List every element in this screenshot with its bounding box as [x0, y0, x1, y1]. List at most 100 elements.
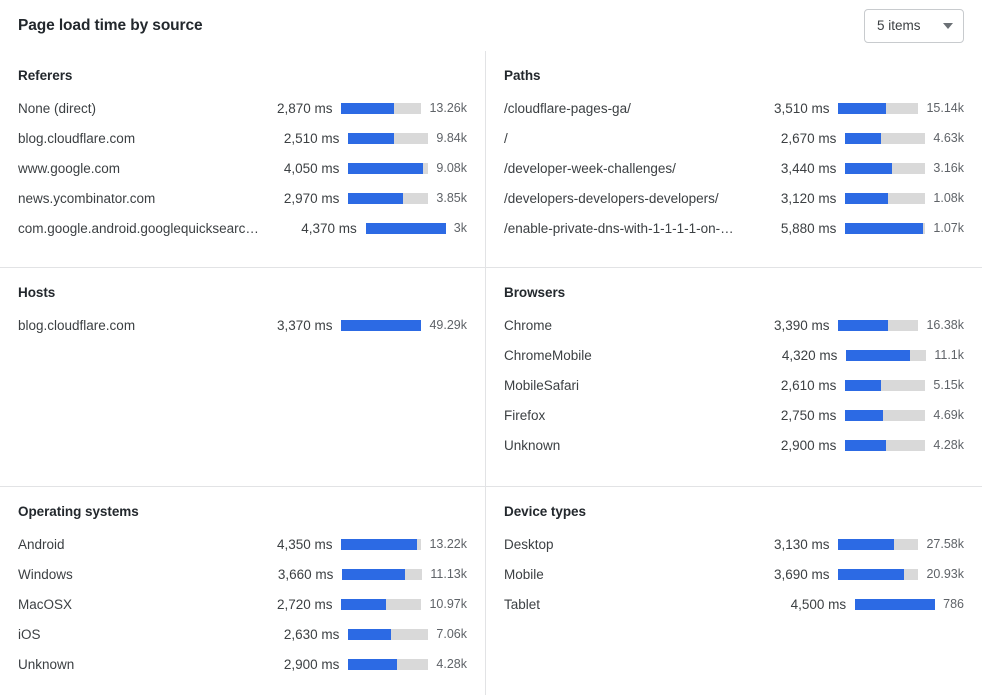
metric-row: blog.cloudflare.com 2,510 ms 9.84k	[18, 123, 467, 153]
metric-bar-fill	[365, 222, 446, 234]
metric-bar-fill	[341, 102, 395, 114]
sections-row-1: Referers None (direct) 2,870 ms 13.26k blog…	[0, 51, 982, 267]
metric-list: None (direct) 2,870 ms 13.26k blog.cloudfla…	[18, 93, 467, 243]
metric-count: 1.07k	[933, 221, 964, 235]
section-title: Browsers	[504, 285, 566, 300]
metric-bar-track	[845, 439, 926, 451]
metric-count: 9.84k	[436, 131, 467, 145]
metric-row: iOS 2,630 ms 7.06k	[18, 619, 467, 649]
metric-row: Android 4,350 ms 13.22k	[18, 529, 467, 559]
metric-row: Windows 3,660 ms 11.13k	[18, 559, 467, 589]
metric-bar-fill	[845, 192, 888, 204]
metric-list: /cloudflare-pages-ga/3,510 ms 15.14k / 2,67…	[504, 93, 964, 243]
metric-row: MobileSafari 2,610 ms 5.15k	[504, 370, 964, 400]
metric-bar-fill	[845, 439, 887, 451]
metric-row: /developer-week-challenges/3,440 ms 3.16k	[504, 153, 964, 183]
section-title: Operating systems	[18, 504, 139, 519]
metric-label: blog.cloudflare.com	[18, 317, 136, 333]
metric-load-time: 2,630 ms	[283, 626, 340, 642]
metric-label: /developer-week-challenges/	[504, 160, 676, 176]
metric-label: iOS	[18, 626, 41, 642]
metric-bar-track	[838, 319, 919, 331]
metric-load-time: 2,870 ms	[276, 100, 333, 116]
metric-row: MacOSX 2,720 ms 10.97k	[18, 589, 467, 619]
metric-label: Tablet	[504, 596, 541, 612]
metric-row: /enable-private-dns-with-1-1-1-1-on-… 5,8…	[504, 213, 964, 243]
metric-row: None (direct) 2,870 ms 13.26k	[18, 93, 467, 123]
metric-bar-fill	[342, 568, 405, 580]
metric-row: news.ycombinator.com 2,970 ms 3.85k	[18, 183, 467, 213]
metric-row: /developers-developers-developers/3,120 …	[504, 183, 964, 213]
metric-load-time: 5,880 ms	[780, 220, 837, 236]
metric-count: 3.85k	[436, 191, 467, 205]
metric-bar-track	[838, 538, 919, 550]
metric-bar-fill	[838, 102, 887, 114]
metric-load-time: 2,750 ms	[780, 407, 837, 423]
metric-count: 4.28k	[436, 657, 467, 671]
metric-bar-fill	[855, 598, 936, 610]
metric-label: MacOSX	[18, 596, 73, 612]
section-title: Hosts	[18, 285, 56, 300]
metric-label: www.google.com	[18, 160, 121, 176]
metric-bar-fill	[838, 319, 889, 331]
metric-bar-track	[845, 379, 926, 391]
metric-bar-track	[348, 162, 429, 174]
card-header: Page load time by source 5 items	[0, 0, 982, 51]
metric-bar-track	[348, 192, 429, 204]
metric-bar-track	[838, 568, 919, 580]
metric-bar-track	[845, 222, 926, 234]
metric-label: Mobile	[504, 566, 544, 582]
metric-bar-fill	[348, 132, 394, 144]
metric-bar-track	[342, 568, 423, 580]
page-title: Page load time by source	[18, 16, 203, 34]
metric-label: /	[504, 130, 508, 146]
metric-label: Windows	[18, 566, 73, 582]
metric-load-time: 4,500 ms	[790, 596, 847, 612]
metric-load-time: 2,720 ms	[276, 596, 333, 612]
metric-bar-fill	[348, 192, 403, 204]
metric-bar-fill	[838, 568, 905, 580]
metric-label: Unknown	[18, 656, 75, 672]
metric-load-time: 2,900 ms	[780, 437, 837, 453]
metric-bar-track	[838, 102, 919, 114]
metric-label: Firefox	[504, 407, 546, 423]
metric-load-time: 3,120 ms	[780, 190, 837, 206]
metric-load-time: 2,670 ms	[780, 130, 837, 146]
metric-bar-fill	[348, 628, 391, 640]
items-count-select[interactable]: 5 items	[864, 8, 964, 43]
metric-row: Chrome 3,390 ms 16.38k	[504, 310, 964, 340]
metric-label: Desktop	[504, 536, 554, 552]
metric-bar-track	[845, 192, 926, 204]
sections-row-3: Operating systems Android 4,350 ms 13.22k W…	[0, 486, 982, 695]
metric-load-time: 3,370 ms	[276, 317, 333, 333]
metric-count: 11.13k	[430, 567, 467, 581]
metric-list: Chrome 3,390 ms 16.38k ChromeMobile 4,320 ms…	[504, 310, 964, 460]
sections-grid: Referers None (direct) 2,870 ms 13.26k blog…	[0, 51, 982, 695]
metric-bar-track	[845, 162, 926, 174]
metric-count: 16.38k	[926, 318, 964, 332]
metric-load-time: 3,440 ms	[780, 160, 837, 176]
section-title: Device types	[504, 504, 586, 519]
metric-bar-track	[348, 132, 429, 144]
metric-label: /developers-developers-developers/	[504, 190, 719, 206]
metric-count: 27.58k	[926, 537, 964, 551]
metric-list: Desktop 3,130 ms 27.58k Mobile 3,690 ms 20.93…	[504, 529, 964, 619]
metric-count: 13.26k	[429, 101, 467, 115]
metric-count: 20.93k	[926, 567, 964, 581]
metric-bar-track	[365, 222, 446, 234]
metric-load-time: 4,320 ms	[781, 347, 838, 363]
section-browsers: Browsers Chrome 3,390 ms 16.38k ChromeMobil…	[485, 268, 982, 486]
section-paths: Paths /cloudflare-pages-ga/3,510 ms 15.14…	[485, 51, 982, 267]
metric-label: com.google.android.googlequicksearc…	[18, 220, 259, 236]
metric-row: www.google.com 4,050 ms 9.08k	[18, 153, 467, 183]
metric-bar-fill	[341, 598, 387, 610]
metric-label: Android	[18, 536, 65, 552]
metric-list: blog.cloudflare.com 3,370 ms 49.29k	[18, 310, 467, 340]
metric-load-time: 3,390 ms	[773, 317, 830, 333]
metric-row: ChromeMobile 4,320 ms 11.1k	[504, 340, 964, 370]
metric-bar-track	[845, 409, 926, 421]
metric-row: /cloudflare-pages-ga/3,510 ms 15.14k	[504, 93, 964, 123]
metric-bar-fill	[845, 222, 923, 234]
metric-label: /enable-private-dns-with-1-1-1-1-on-…	[504, 220, 734, 236]
